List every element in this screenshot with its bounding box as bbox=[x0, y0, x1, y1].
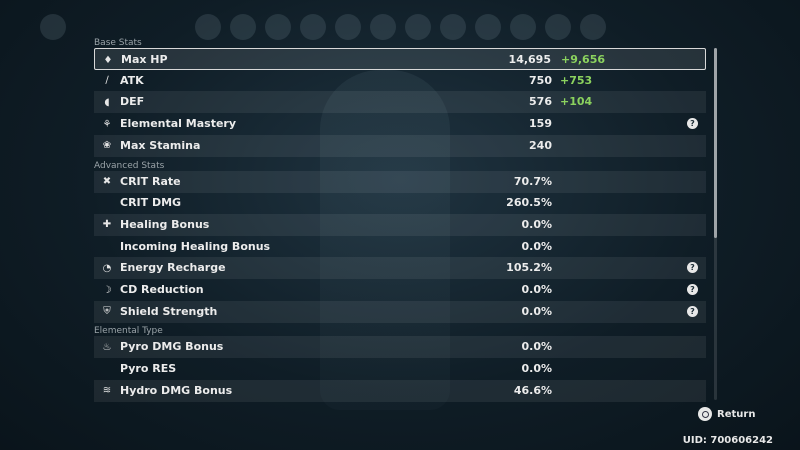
section-header: Base Stats bbox=[94, 38, 142, 48]
character-avatar bbox=[510, 14, 536, 40]
drop-icon: ♦ bbox=[103, 54, 113, 66]
stat-row[interactable]: Incoming Healing Bonus 0.0% bbox=[94, 236, 706, 258]
energy-icon: ◔ bbox=[102, 262, 112, 274]
stat-name: Elemental Mastery bbox=[120, 117, 237, 131]
stat-row[interactable]: ∕ ATK 750 +753 bbox=[94, 70, 706, 92]
stat-bonus: +104 bbox=[560, 95, 593, 109]
character-avatar bbox=[230, 14, 256, 40]
stat-row[interactable]: ☽ CD Reduction 0.0%? bbox=[94, 279, 706, 301]
stat-value: 14,695 bbox=[508, 53, 551, 66]
stat-row[interactable]: CRIT DMG 260.5% bbox=[94, 192, 706, 214]
return-button[interactable]: Return bbox=[698, 407, 755, 421]
stat-value: 0.0% bbox=[521, 304, 552, 318]
character-avatar bbox=[580, 14, 606, 40]
stat-value: 0.0% bbox=[521, 340, 552, 354]
character-avatar bbox=[335, 14, 361, 40]
stat-value: 0.0% bbox=[521, 239, 552, 253]
stat-name: CD Reduction bbox=[120, 283, 204, 296]
character-avatar bbox=[265, 14, 291, 40]
help-icon[interactable]: ? bbox=[687, 305, 698, 317]
stat-row[interactable]: ❀ Max Stamina 240 bbox=[94, 134, 706, 157]
stat-name: ATK bbox=[120, 73, 144, 87]
character-silhouette bbox=[320, 70, 450, 410]
shield-strength-icon: ⛨ bbox=[103, 306, 111, 318]
sword-icon: ∕ bbox=[105, 75, 109, 87]
stat-bonus: +9,656 bbox=[561, 53, 606, 66]
crit-icon: ✖ bbox=[102, 176, 112, 187]
elemental-mastery-icon: ⚘ bbox=[102, 118, 112, 130]
stats-panel: Base Stats ♦ Max HP 14,695 +9,656 ∕ ATK 750 +753… bbox=[94, 36, 710, 406]
stat-name: Hydro DMG Bonus bbox=[120, 383, 233, 397]
character-avatar bbox=[300, 14, 326, 40]
stat-bonus: +753 bbox=[560, 73, 593, 87]
character-avatar bbox=[475, 14, 501, 40]
stat-name: Incoming Healing Bonus bbox=[120, 239, 271, 253]
section-header: Elemental Type bbox=[94, 326, 163, 337]
stat-name: Pyro DMG Bonus bbox=[120, 340, 224, 354]
stat-name: Max HP bbox=[121, 53, 168, 66]
circle-button-icon bbox=[698, 407, 712, 421]
stat-name: Shield Strength bbox=[120, 304, 218, 318]
help-icon[interactable]: ? bbox=[687, 118, 698, 130]
shield-icon: ◖ bbox=[104, 96, 110, 108]
stat-value: 70.7% bbox=[513, 174, 552, 188]
stats-scrollbar[interactable] bbox=[714, 48, 717, 400]
plus-icon: ✚ bbox=[102, 219, 112, 231]
stat-value: 240 bbox=[529, 138, 552, 152]
stat-value: 576 bbox=[529, 95, 552, 109]
character-avatar-strip bbox=[40, 14, 770, 42]
character-avatar bbox=[440, 14, 466, 40]
help-icon[interactable]: ? bbox=[687, 284, 698, 295]
stat-row[interactable]: ♨ Pyro DMG Bonus 0.0% bbox=[94, 336, 706, 359]
stat-value: 750 bbox=[529, 73, 552, 87]
stat-value: 46.6% bbox=[513, 383, 552, 397]
stat-row[interactable]: ⛨ Shield Strength 0.0%? bbox=[94, 300, 706, 323]
stat-row[interactable]: ≋ Hydro DMG Bonus 46.6% bbox=[94, 379, 706, 402]
stat-value: 0.0% bbox=[521, 283, 552, 296]
section-header: Advanced Stats bbox=[94, 160, 165, 171]
stat-row[interactable]: ✖ CRIT Rate 70.7% bbox=[94, 170, 706, 193]
character-avatar bbox=[40, 14, 66, 40]
character-avatar bbox=[405, 14, 431, 40]
stat-row[interactable]: ◖ DEF 576 +104 bbox=[94, 91, 706, 114]
stat-row[interactable]: ♦ Max HP 14,695 +9,656 bbox=[94, 48, 706, 70]
stat-name: CRIT DMG bbox=[120, 196, 182, 210]
stat-name: Healing Bonus bbox=[120, 217, 210, 231]
stamina-icon: ❀ bbox=[102, 140, 112, 152]
stat-row[interactable]: ◔ Energy Recharge 105.2%? bbox=[94, 257, 706, 280]
stat-name: Pyro RES bbox=[120, 362, 177, 376]
scrollbar-thumb[interactable] bbox=[714, 48, 717, 238]
return-label: Return bbox=[717, 408, 756, 420]
stat-row[interactable]: ⚘ Elemental Mastery 159? bbox=[94, 113, 706, 135]
stat-value: 159 bbox=[529, 117, 552, 131]
stat-name: Max Stamina bbox=[120, 138, 201, 152]
stat-value: 105.2% bbox=[506, 261, 552, 275]
stat-value: 260.5% bbox=[506, 196, 552, 210]
pyro-icon: ♨ bbox=[102, 341, 112, 353]
character-avatar bbox=[195, 14, 221, 40]
stat-row[interactable]: Pyro RES 0.0% bbox=[94, 358, 706, 380]
stat-row[interactable]: ✚ Healing Bonus 0.0% bbox=[94, 213, 706, 236]
stat-name: DEF bbox=[120, 95, 145, 109]
stat-name: Energy Recharge bbox=[120, 261, 226, 275]
stat-value: 0.0% bbox=[521, 217, 552, 231]
character-avatar bbox=[545, 14, 571, 40]
help-icon[interactable]: ? bbox=[687, 262, 698, 274]
stat-value: 0.0% bbox=[521, 362, 552, 376]
hydro-icon: ≋ bbox=[102, 385, 112, 397]
stat-name: CRIT Rate bbox=[120, 174, 181, 188]
character-avatar bbox=[370, 14, 396, 40]
moon-icon: ☽ bbox=[102, 284, 112, 296]
uid-label: UID: 700606242 bbox=[682, 435, 773, 446]
